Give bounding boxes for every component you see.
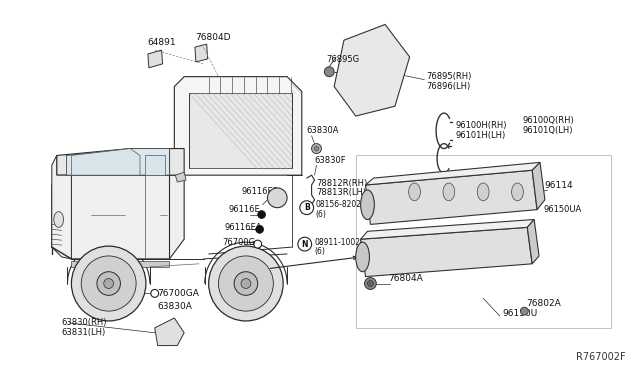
Text: 78813R(LH): 78813R(LH) <box>317 188 367 198</box>
Polygon shape <box>72 261 170 267</box>
Circle shape <box>151 289 159 297</box>
Circle shape <box>209 246 283 321</box>
Ellipse shape <box>477 183 489 201</box>
Text: (6): (6) <box>314 247 325 257</box>
Ellipse shape <box>360 190 374 219</box>
Text: 78812R(RH): 78812R(RH) <box>317 179 368 187</box>
Text: 76804A: 76804A <box>388 274 423 283</box>
Text: 96100Q(RH): 96100Q(RH) <box>522 116 574 125</box>
Polygon shape <box>148 50 163 68</box>
Circle shape <box>72 246 146 321</box>
Text: 08911-1002G: 08911-1002G <box>314 238 367 247</box>
Text: 76804D: 76804D <box>195 33 230 42</box>
Circle shape <box>324 67 334 77</box>
Circle shape <box>253 240 262 248</box>
Text: 96116E: 96116E <box>228 205 260 214</box>
Text: 64891: 64891 <box>148 38 177 46</box>
Text: 76896(LH): 76896(LH) <box>426 82 470 91</box>
Circle shape <box>367 280 373 286</box>
Circle shape <box>241 279 251 288</box>
Circle shape <box>256 225 264 233</box>
Text: 08156-8202F: 08156-8202F <box>316 200 366 209</box>
Text: 96101Q(LH): 96101Q(LH) <box>522 126 573 135</box>
Text: 96101H(LH): 96101H(LH) <box>456 131 506 140</box>
Text: 76802A: 76802A <box>526 299 561 308</box>
Polygon shape <box>155 318 184 346</box>
Text: 96100H(RH): 96100H(RH) <box>456 121 508 131</box>
Text: 76895(RH): 76895(RH) <box>426 72 472 81</box>
Circle shape <box>258 211 266 218</box>
Text: 76700GA: 76700GA <box>157 289 200 298</box>
Polygon shape <box>527 219 539 264</box>
Polygon shape <box>360 227 532 277</box>
Ellipse shape <box>54 212 63 227</box>
Polygon shape <box>334 25 410 116</box>
Circle shape <box>218 256 273 311</box>
Circle shape <box>300 201 314 215</box>
Circle shape <box>268 188 287 208</box>
Circle shape <box>81 256 136 311</box>
Text: B: B <box>304 203 310 212</box>
Circle shape <box>97 272 120 295</box>
Circle shape <box>234 272 258 295</box>
Text: 96150UA: 96150UA <box>544 205 582 214</box>
Text: 63830F: 63830F <box>314 156 346 165</box>
Text: 96114: 96114 <box>544 180 573 189</box>
Text: 63830A: 63830A <box>307 126 339 135</box>
Text: 96116EA: 96116EA <box>225 223 262 232</box>
Circle shape <box>520 307 528 315</box>
Polygon shape <box>52 175 184 259</box>
Text: A: A <box>275 193 280 202</box>
Text: 76700G: 76700G <box>222 238 255 247</box>
Polygon shape <box>57 148 184 175</box>
Text: 96150U: 96150U <box>503 308 538 318</box>
Ellipse shape <box>356 242 369 272</box>
Circle shape <box>312 144 321 154</box>
Text: N: N <box>301 240 308 248</box>
Text: 76895G: 76895G <box>326 55 360 64</box>
Polygon shape <box>67 148 170 175</box>
Text: R767002F: R767002F <box>576 352 626 362</box>
Text: 63830A: 63830A <box>157 302 193 311</box>
Ellipse shape <box>443 183 455 201</box>
Text: (6): (6) <box>316 210 326 219</box>
Ellipse shape <box>409 183 420 201</box>
Polygon shape <box>145 155 164 175</box>
Text: 96116EB: 96116EB <box>241 187 278 196</box>
Circle shape <box>298 237 312 251</box>
Polygon shape <box>532 162 545 210</box>
Polygon shape <box>195 44 207 62</box>
Polygon shape <box>365 170 537 224</box>
Polygon shape <box>360 219 534 239</box>
Circle shape <box>365 278 376 289</box>
Polygon shape <box>189 93 292 168</box>
Text: 63830(RH): 63830(RH) <box>61 318 107 327</box>
Text: 63831(LH): 63831(LH) <box>61 328 106 337</box>
Ellipse shape <box>511 183 524 201</box>
Polygon shape <box>52 155 72 259</box>
Polygon shape <box>174 77 302 175</box>
Polygon shape <box>365 162 540 185</box>
Polygon shape <box>72 148 140 175</box>
Circle shape <box>104 279 113 288</box>
Polygon shape <box>175 172 186 182</box>
Circle shape <box>314 146 319 151</box>
